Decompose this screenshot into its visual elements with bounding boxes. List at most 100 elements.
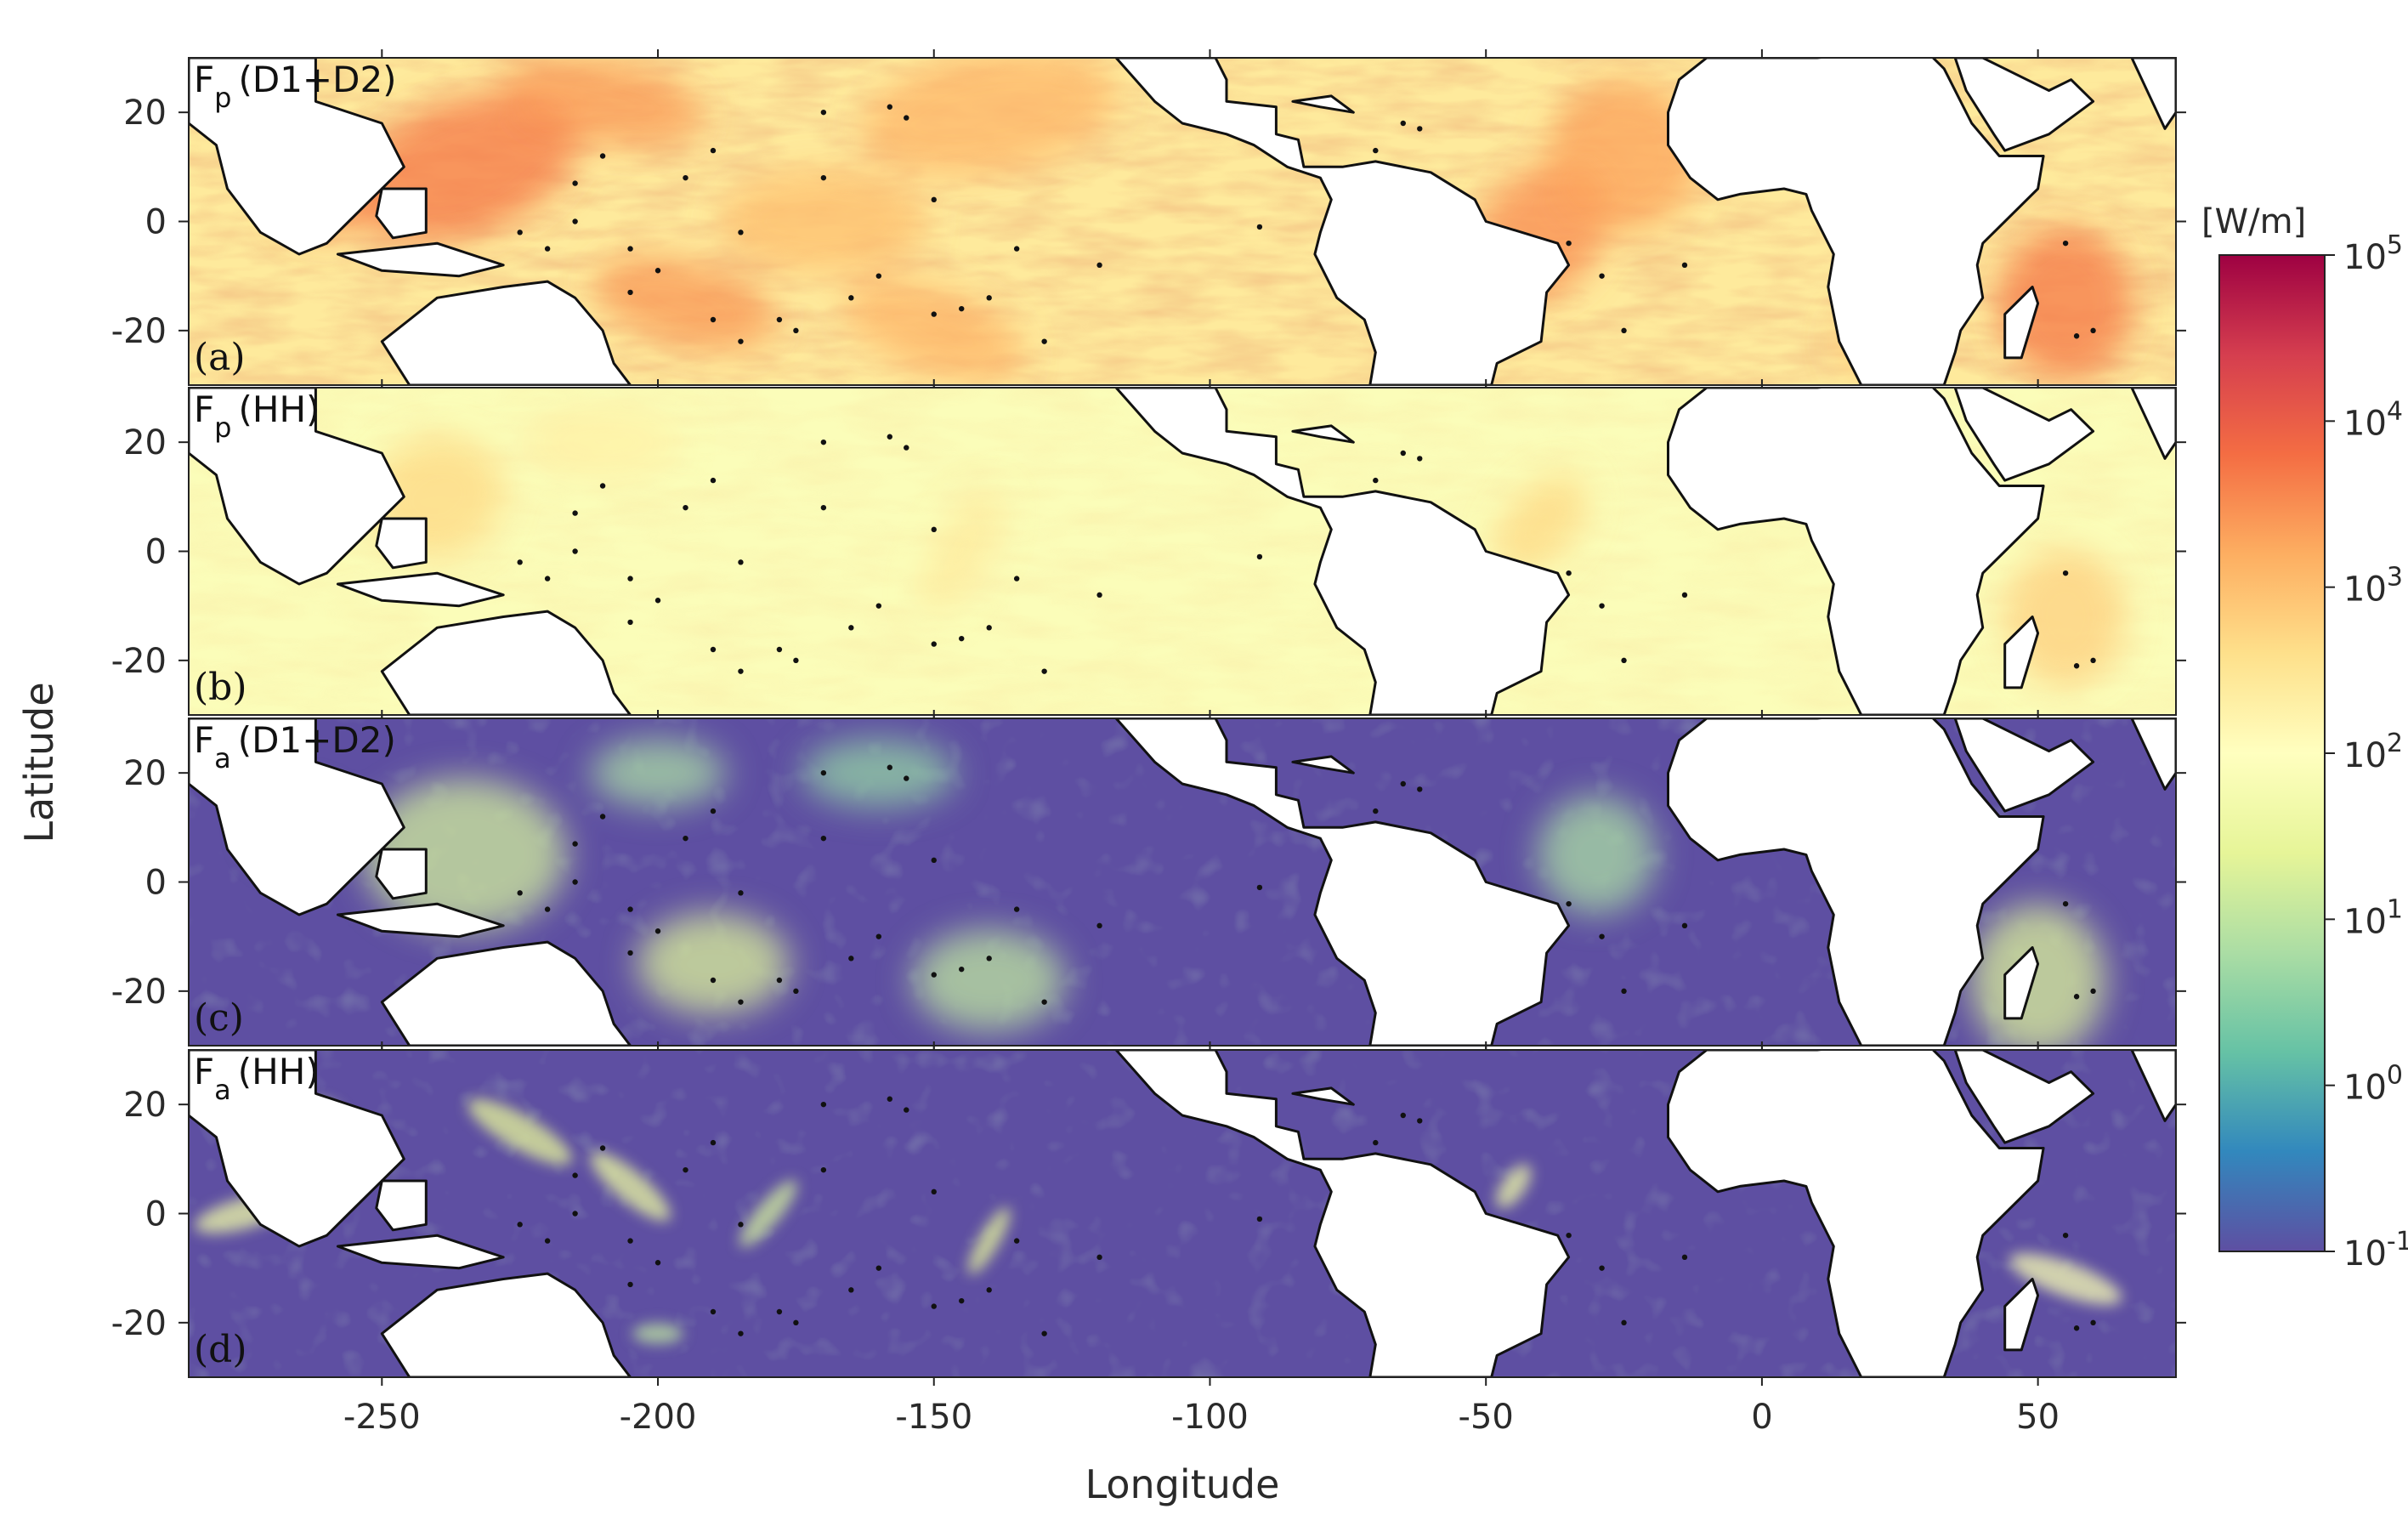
island-dot <box>1041 1330 1047 1336</box>
intensity-hotspot <box>1547 79 1701 233</box>
island-dot <box>1373 147 1379 154</box>
island-dot <box>820 1166 827 1173</box>
island-dot <box>1096 1254 1102 1261</box>
island-dot <box>1373 808 1379 814</box>
island-dot <box>544 1238 551 1244</box>
panel-d: 20 0 -20 Fa (HH) (d) <box>111 1041 2186 1386</box>
panel-title: Fa (D1+D2) <box>194 719 396 774</box>
island-dot <box>738 338 744 344</box>
colorbar-unit-label: [W/m] <box>2201 202 2306 241</box>
island-dot <box>931 972 937 978</box>
land-africa <box>1667 718 2045 1046</box>
land-borneo <box>375 848 428 900</box>
island-dot <box>2062 240 2069 247</box>
island-dot <box>1400 780 1406 787</box>
land-africa <box>1667 1050 2045 1377</box>
island-dot <box>904 775 909 781</box>
island-dot <box>1621 327 1627 334</box>
intensity-hotspot <box>594 255 777 351</box>
colorbar-tick-label: 104 <box>2343 396 2403 443</box>
island-dot <box>959 966 965 973</box>
island-dot <box>654 928 661 934</box>
island-dot <box>1681 922 1688 929</box>
island-dot <box>599 814 606 820</box>
island-dot <box>2090 657 2096 664</box>
x-axis-label: Longitude <box>1085 1461 1280 1507</box>
land-india <box>2130 1050 2176 1122</box>
island-dot <box>627 1281 633 1288</box>
island-dot <box>986 295 992 301</box>
island-dot <box>517 1222 523 1228</box>
land-madagascar <box>2003 286 2040 360</box>
island-dot <box>793 327 799 334</box>
land-arabia <box>1953 1050 2095 1144</box>
island-dot <box>1256 884 1263 891</box>
colorbar-tick-label: 105 <box>2343 230 2403 277</box>
land-asia <box>189 388 405 586</box>
island-dot <box>572 510 578 516</box>
panel-letter: (d) <box>194 1328 247 1371</box>
island-dot <box>1013 1238 1020 1244</box>
island-dot <box>1256 1216 1263 1223</box>
island-dot <box>2073 1325 2080 1331</box>
island-dot <box>904 115 909 121</box>
island-dot <box>1417 1118 1423 1124</box>
land-africa <box>1667 58 2045 385</box>
intensity-hotspot <box>526 408 680 477</box>
island-dot <box>627 619 633 626</box>
x-tick-labels: -250 -200 -150 -100 -50 0 50 <box>343 1398 2060 1437</box>
island-dot <box>572 841 578 847</box>
island-dot <box>1681 1254 1688 1261</box>
island-dot <box>931 526 937 533</box>
land-australia <box>380 280 632 385</box>
land-india <box>2130 58 2176 130</box>
intensity-hotspot <box>501 58 704 147</box>
land-arabia <box>1953 388 2095 482</box>
island-dot <box>1417 126 1423 132</box>
land-americas <box>1114 1050 1571 1377</box>
island-dot <box>1041 668 1047 674</box>
island-dot <box>1599 933 1605 939</box>
island-dot <box>683 1166 688 1173</box>
island-dot <box>654 598 661 604</box>
x-tick-label: -50 <box>1459 1398 1514 1437</box>
island-dot <box>1417 456 1423 462</box>
island-dot <box>1566 570 1572 576</box>
island-dot <box>959 1297 965 1304</box>
land-asia <box>189 58 405 256</box>
intensity-hotspot <box>590 1151 671 1222</box>
y-tick-label: 20 <box>123 1086 167 1125</box>
island-dot <box>931 857 937 864</box>
land-africa <box>1667 388 2045 715</box>
island-dot <box>572 218 578 224</box>
island-dot <box>517 230 523 235</box>
island-dot <box>1013 906 1020 912</box>
island-dot <box>572 180 578 186</box>
island-dot <box>1681 262 1688 269</box>
island-dot <box>627 246 633 252</box>
island-dot <box>904 1107 909 1113</box>
land-indo <box>336 1234 505 1270</box>
colorbar-gradient <box>2218 254 2326 1252</box>
island-dot <box>848 1287 854 1293</box>
intensity-hotspot <box>2006 548 2126 685</box>
island-dot <box>2090 988 2096 995</box>
island-dot <box>820 174 827 181</box>
island-dot <box>710 1308 717 1315</box>
land-madagascar <box>2003 616 2040 689</box>
island-dot <box>959 305 965 312</box>
island-dot <box>986 956 992 962</box>
x-tick-label: -200 <box>620 1398 697 1437</box>
land-cuba <box>1291 424 1355 444</box>
island-dot <box>931 1188 937 1195</box>
island-dot <box>1599 273 1605 279</box>
island-dot <box>820 835 827 842</box>
island-dot <box>848 295 854 301</box>
land-australia <box>380 1272 632 1377</box>
island-dot <box>1256 224 1263 230</box>
island-dot <box>887 764 892 770</box>
island-dot <box>931 311 937 317</box>
island-dot <box>776 977 783 984</box>
island-dot <box>1096 922 1102 929</box>
colorbar-tick-label: 100 <box>2343 1061 2403 1108</box>
